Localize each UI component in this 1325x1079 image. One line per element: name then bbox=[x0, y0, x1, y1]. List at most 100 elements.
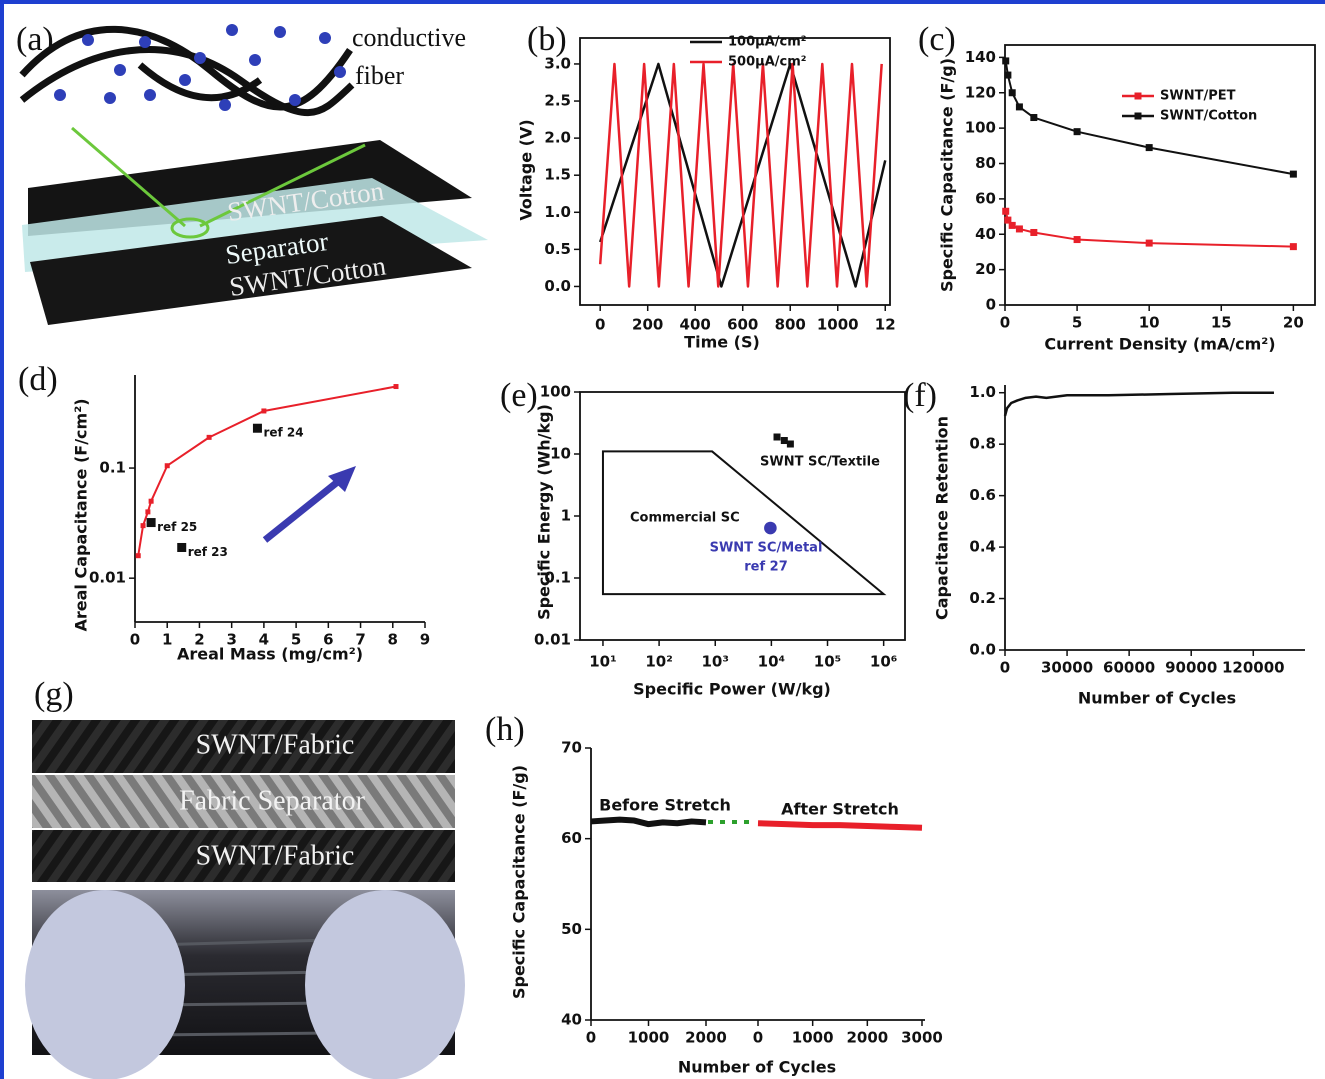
data-point bbox=[1015, 225, 1023, 233]
x-tick-label: 0 bbox=[1000, 314, 1010, 332]
annotation: ref 27 bbox=[744, 560, 788, 575]
data-point bbox=[1289, 170, 1297, 178]
x-tick-label: 1000 bbox=[628, 1029, 670, 1047]
x-tick-label: 3 bbox=[226, 631, 236, 649]
x-axis-title: Specific Power (W/kg) bbox=[633, 680, 831, 699]
lead bbox=[71, 126, 186, 228]
x-tick-label: 10² bbox=[645, 653, 672, 671]
data-point bbox=[1289, 243, 1297, 251]
data-line bbox=[598, 62, 883, 288]
x-tick-label: 5 bbox=[291, 631, 301, 649]
y-tick-label: 50 bbox=[561, 920, 582, 938]
x-tick-label: 15 bbox=[1211, 314, 1232, 332]
x-tick-label: 6 bbox=[323, 631, 333, 649]
annotation: Before Stretch bbox=[599, 796, 731, 815]
diagram-a: conductive fiber SWNT/Cotton Separator S… bbox=[16, 21, 488, 325]
panel-label: (f) bbox=[903, 377, 937, 414]
y-axis-title: Areal Capacitance (F/cm²) bbox=[72, 398, 91, 631]
y-axis-title: Voltage (V) bbox=[517, 119, 536, 220]
y-axis-title: Specific Energy (Wh/kg) bbox=[535, 404, 554, 620]
photo-g: (g) SWNT/Fabric Fabric Separator SWNT/Fa… bbox=[25, 676, 465, 1079]
y-tick-label: 2.5 bbox=[544, 92, 571, 110]
x-tick-label: 0 bbox=[753, 1029, 763, 1047]
x-tick-label: 2 bbox=[194, 631, 204, 649]
x-tick-label: 0 bbox=[586, 1029, 596, 1047]
y-tick-label: 100 bbox=[965, 119, 996, 137]
y-tick-label: 0 bbox=[986, 296, 996, 314]
data-point bbox=[1145, 239, 1153, 247]
y-tick-label: 140 bbox=[965, 48, 996, 66]
x-tick-label: 3000 bbox=[901, 1029, 943, 1047]
x-tick-label: 4 bbox=[259, 631, 269, 649]
y-tick-label: 2.0 bbox=[544, 129, 571, 147]
x-tick-label: 800 bbox=[775, 316, 806, 334]
y-tick-label: 0.0 bbox=[544, 277, 571, 295]
x-tick-label: 10⁶ bbox=[870, 653, 897, 671]
y-axis-title: Capacitance Retention bbox=[933, 416, 952, 620]
data-point bbox=[1008, 89, 1016, 97]
x-tick-label: 600 bbox=[727, 316, 758, 334]
y-tick-label: 0.5 bbox=[544, 240, 571, 258]
x-axis-title: Number of Cycles bbox=[1078, 689, 1236, 708]
layer-bottom bbox=[30, 216, 472, 325]
fiber bbox=[19, 25, 353, 111]
x-tick-label: 7 bbox=[355, 631, 365, 649]
data-point bbox=[1073, 128, 1081, 136]
x-tick-label: 120000 bbox=[1222, 659, 1285, 677]
data-line bbox=[590, 816, 707, 828]
region bbox=[601, 450, 887, 596]
data-point bbox=[177, 542, 187, 552]
data-point bbox=[164, 463, 170, 469]
y-tick-label: 60 bbox=[561, 829, 582, 847]
data-point bbox=[1030, 114, 1038, 122]
point-label: ref 25 bbox=[157, 520, 197, 534]
y-tick-label: 40 bbox=[561, 1011, 582, 1029]
y-axis-title: Specific Capacitance (F/g) bbox=[938, 58, 957, 292]
x-tick-label: 1000 bbox=[792, 1029, 834, 1047]
x-tick-label: 400 bbox=[680, 316, 711, 334]
data-point bbox=[206, 434, 212, 440]
y-tick-label: 1.0 bbox=[969, 383, 996, 401]
data-point bbox=[1008, 221, 1016, 229]
x-tick-label: 30000 bbox=[1041, 659, 1093, 677]
y-tick-label: 40 bbox=[975, 225, 996, 243]
x-tick-label: 60000 bbox=[1103, 659, 1155, 677]
panel-label: (e) bbox=[500, 377, 538, 414]
fiber bbox=[19, 46, 355, 117]
data-point bbox=[1002, 207, 1010, 215]
y-tick-label: 120 bbox=[965, 83, 996, 101]
y-tick-label: 1 bbox=[561, 507, 571, 525]
annotation: SWNT SC/Textile bbox=[760, 455, 880, 470]
x-tick-label: 90000 bbox=[1165, 659, 1217, 677]
data-point bbox=[1145, 144, 1153, 152]
data-point bbox=[1134, 92, 1142, 100]
data-point bbox=[252, 423, 262, 433]
y-tick-label: 70 bbox=[561, 739, 582, 757]
fiber bbox=[137, 62, 263, 102]
y-tick-label: 20 bbox=[975, 260, 996, 278]
data-line bbox=[757, 820, 923, 831]
data-point bbox=[773, 433, 781, 441]
data-point bbox=[764, 521, 777, 535]
plot-frame bbox=[579, 391, 906, 641]
data-line bbox=[1003, 391, 1274, 417]
label: Fabric Separator bbox=[179, 785, 365, 816]
data-point bbox=[1134, 112, 1142, 120]
data-point bbox=[140, 523, 146, 529]
x-tick-label: 10³ bbox=[702, 653, 729, 671]
legend-label: 100μA/cm² bbox=[728, 35, 806, 50]
x-tick-label: 2000 bbox=[846, 1029, 888, 1047]
y-tick-label: 0.1 bbox=[99, 459, 126, 477]
y-tick-label: 0.2 bbox=[969, 589, 996, 607]
fabric-band bbox=[32, 830, 455, 882]
y-tick-label: 0.1 bbox=[544, 569, 571, 587]
x-tick-label: 0 bbox=[1000, 659, 1010, 677]
data-point bbox=[145, 509, 151, 515]
data-point bbox=[1073, 236, 1081, 244]
data-point bbox=[393, 384, 399, 390]
region-label: Commercial SC bbox=[630, 511, 740, 526]
data-point bbox=[1004, 71, 1012, 79]
data-point bbox=[146, 518, 156, 528]
x-tick-label: 0 bbox=[595, 316, 605, 334]
